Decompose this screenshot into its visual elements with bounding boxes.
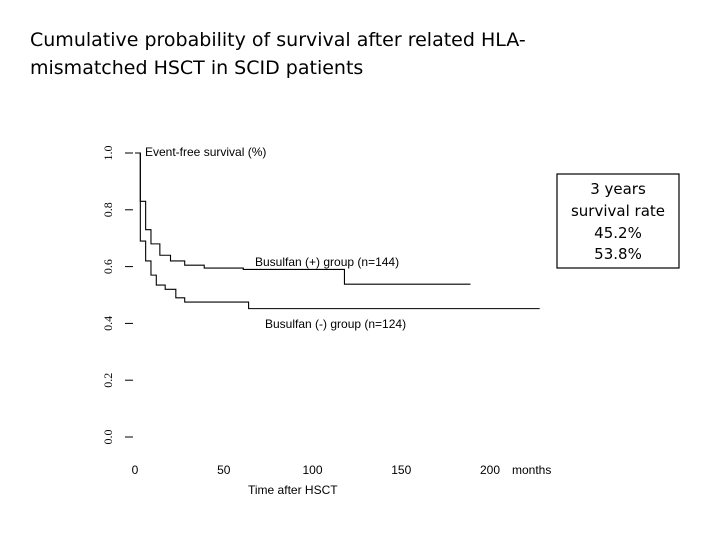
title-line-2: mismatched HSCT in SCID patients bbox=[30, 57, 363, 79]
series-label: Busulfan (-) group (n=124) bbox=[265, 317, 406, 331]
y-tick-label: 0.6 bbox=[101, 259, 115, 274]
annotation-text: 3 years bbox=[590, 180, 646, 198]
x-unit-label: months bbox=[512, 463, 551, 477]
x-tick-label: 150 bbox=[391, 463, 411, 477]
x-tick-label: 50 bbox=[217, 463, 231, 477]
annotation-box bbox=[556, 173, 680, 269]
y-tick-label: 0.8 bbox=[101, 202, 115, 217]
title-line-1: Cumulative probability of survival after… bbox=[30, 29, 526, 51]
survival-curve bbox=[135, 152, 471, 285]
x-tick-label: 0 bbox=[132, 463, 139, 477]
y-axis-label: Event-free survival (%) bbox=[145, 145, 266, 159]
x-tick-label: 100 bbox=[302, 463, 322, 477]
series-label: Busulfan (+) group (n=144) bbox=[255, 255, 399, 269]
x-axis-label: Time after HSCT bbox=[248, 483, 338, 497]
survival-curve bbox=[135, 152, 540, 310]
y-tick-label: 0.0 bbox=[101, 430, 115, 445]
y-tick-label: 0.4 bbox=[101, 316, 115, 331]
annotation-text: survival rate bbox=[571, 202, 665, 220]
x-tick-label: 200 bbox=[480, 463, 500, 477]
y-tick-label: 0.2 bbox=[101, 373, 115, 388]
y-tick-label: 1.0 bbox=[101, 146, 115, 161]
annotation-text: 45.2% bbox=[594, 224, 642, 242]
annotation-text: 53.8% bbox=[594, 245, 642, 263]
